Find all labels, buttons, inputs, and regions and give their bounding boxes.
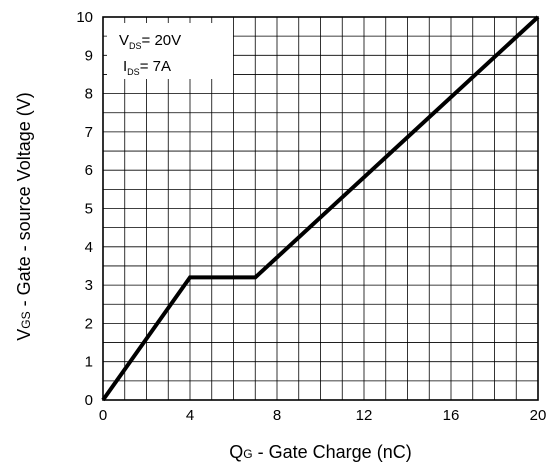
annotation-vds-value: = 20V: [142, 32, 182, 49]
plot-border: [102, 16, 539, 401]
annotation-vds: VDS= 20V: [119, 32, 181, 51]
annotation-box: [107, 23, 233, 79]
series-line: [101, 15, 540, 402]
x-tick-label: 12: [356, 407, 373, 424]
y-tick-label: 0: [85, 392, 93, 409]
annotation-ids-value: = 7A: [140, 58, 171, 75]
annotation-ids-symbol: I: [123, 58, 127, 75]
y-tick-label: 5: [85, 201, 93, 218]
x-tick-label: 8: [273, 407, 281, 424]
annotation-ids: IDS= 7A: [123, 58, 171, 77]
y-axis-title: VGS - Gate - source Voltage (V): [14, 92, 34, 340]
x-axis-title-symbol: Q: [229, 442, 243, 462]
y-tick-label: 7: [85, 124, 93, 141]
y-tick-label: 10: [76, 9, 93, 26]
x-axis-title-text: - Gate Charge (nC): [253, 442, 412, 462]
x-axis-title-subscript: G: [243, 447, 252, 461]
x-axis-title: QG - Gate Charge (nC): [229, 442, 411, 462]
y-axis-title-symbol: V: [14, 329, 34, 341]
x-tick-label: 0: [99, 407, 107, 424]
y-axis-title-subscript: GS: [19, 311, 33, 328]
y-tick-label: 3: [85, 277, 93, 294]
y-axis-title-text: - Gate - source Voltage (V): [14, 92, 34, 311]
y-tick-label: 4: [85, 239, 93, 256]
y-tick-label: 6: [85, 162, 93, 179]
y-tick-label: 9: [85, 47, 93, 64]
y-tick-labels: 0 1 2 3 4 5 6 7 8 9 10: [76, 9, 93, 409]
annotation-vds-symbol: V: [119, 32, 129, 49]
x-tick-labels: 0 4 8 12 16 20: [99, 407, 547, 424]
y-tick-label: 8: [85, 86, 93, 103]
x-tick-label: 16: [443, 407, 460, 424]
y-tick-label: 1: [85, 354, 93, 371]
x-tick-label: 4: [186, 407, 194, 424]
annotation-ids-subscript: DS: [127, 67, 140, 77]
y-tick-label: 2: [85, 315, 93, 332]
x-tick-label: 20: [530, 407, 547, 424]
grid: [102, 16, 539, 401]
annotation-vds-subscript: DS: [129, 41, 142, 51]
